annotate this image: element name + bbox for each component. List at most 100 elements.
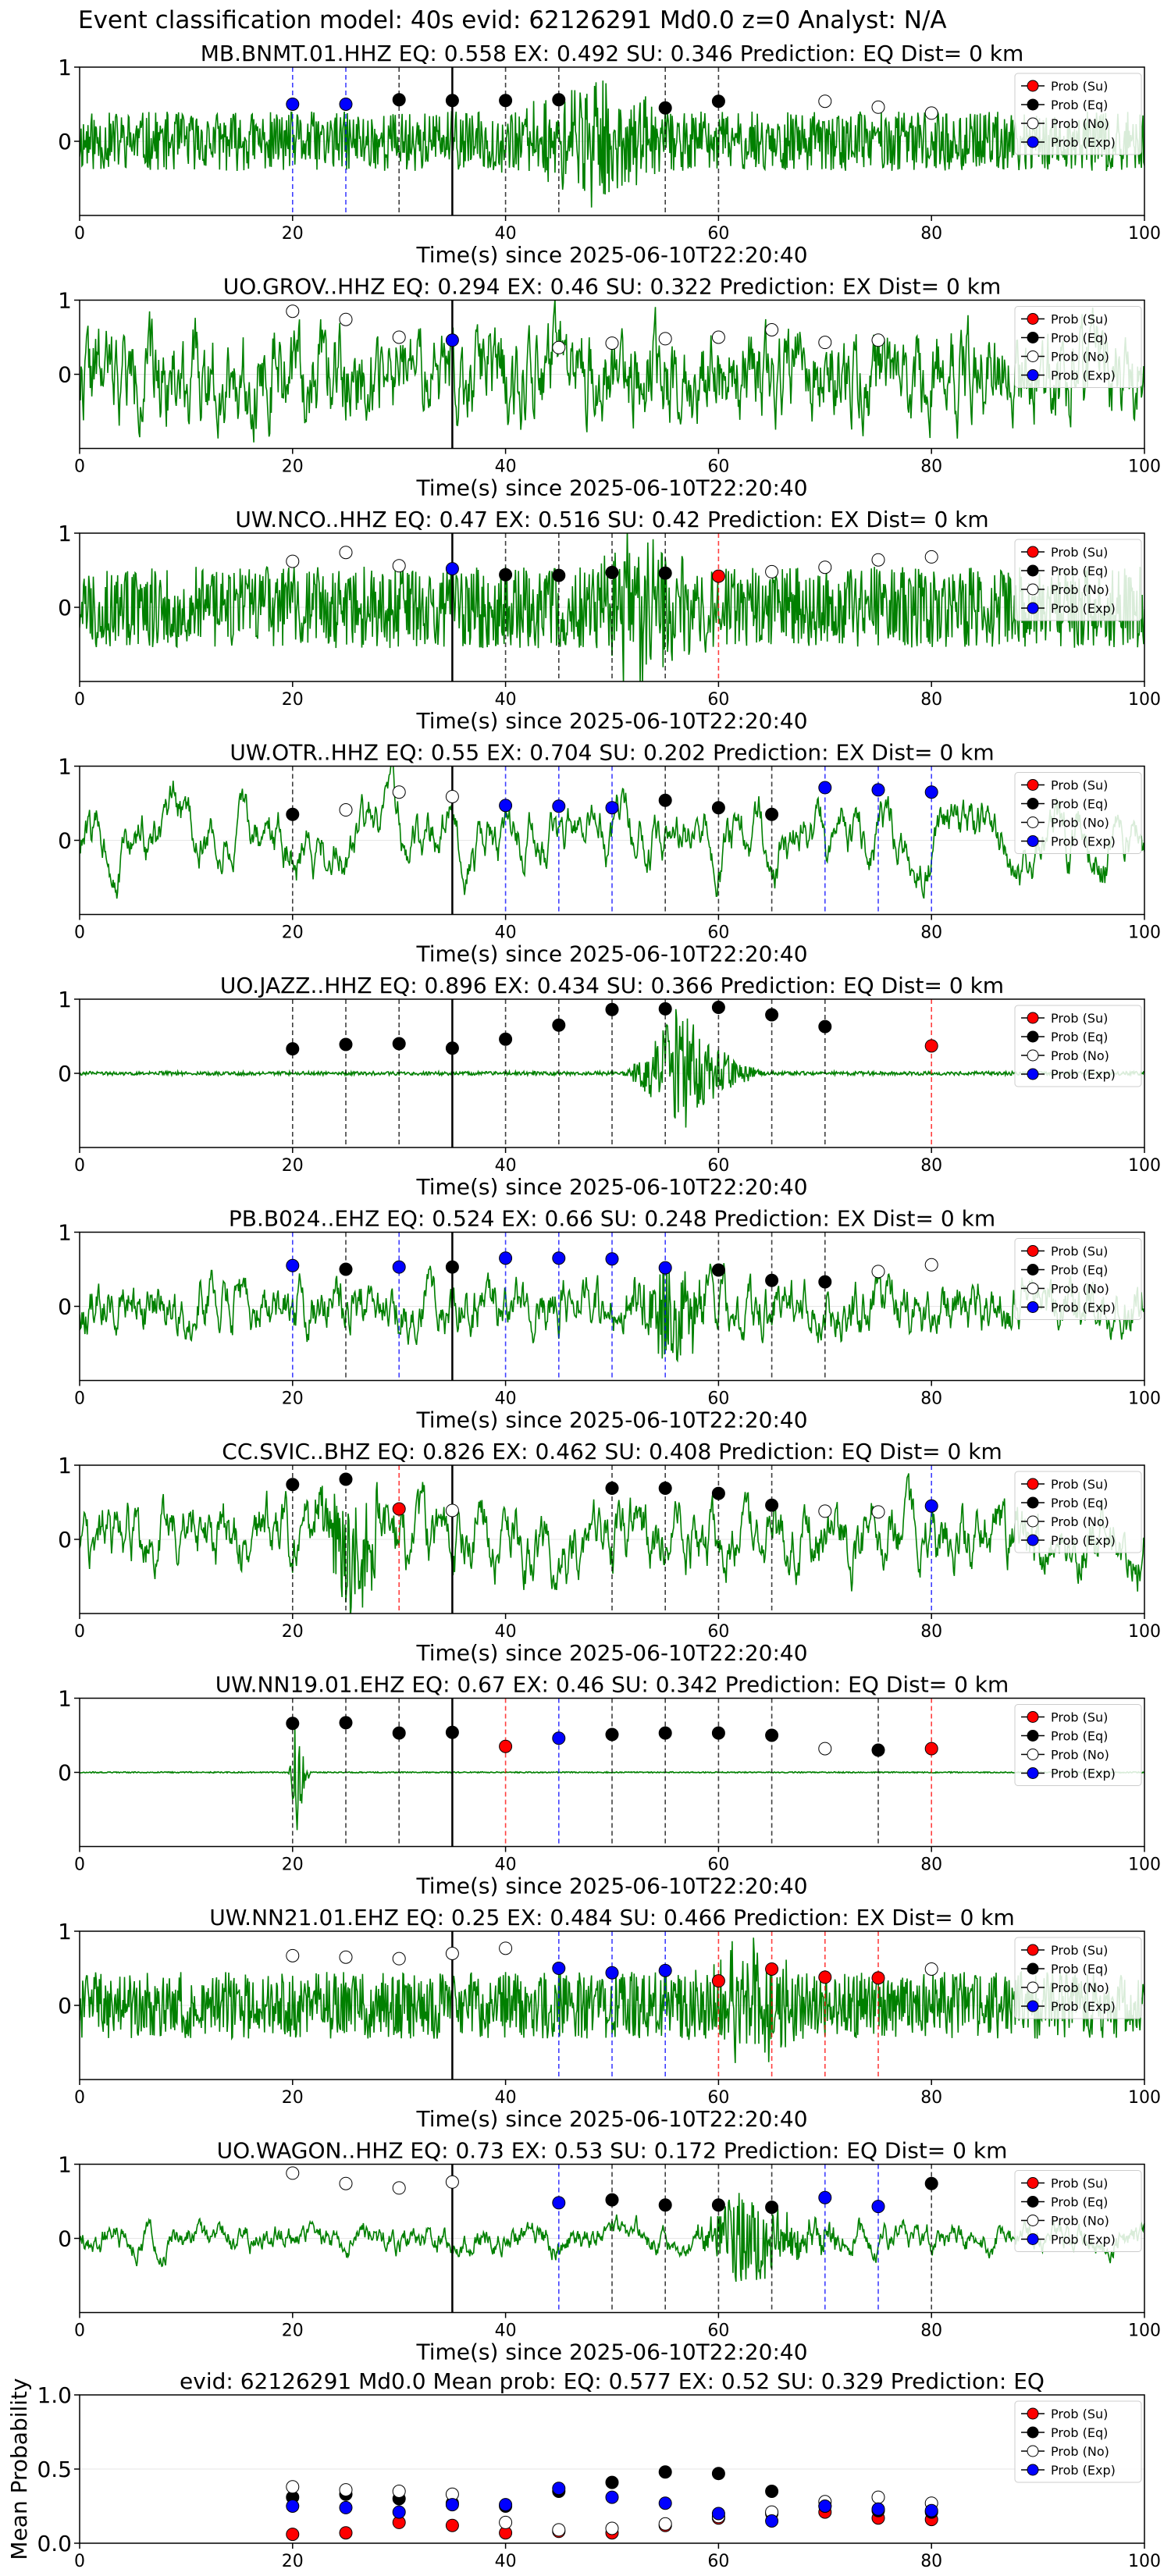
legend-label: Prob (Exp): [1051, 368, 1116, 383]
prob-point-eq: [605, 1481, 619, 1495]
x-tick-label: 80: [920, 2552, 942, 2571]
prob-point-eq: [339, 1472, 353, 1486]
legend-box: [1014, 1937, 1142, 2019]
prob-point-exp: [392, 2505, 406, 2519]
prob-point-eq: [499, 1032, 513, 1046]
y-tick-label: 1: [58, 288, 72, 314]
prob-point-no: [286, 2166, 300, 2180]
y-tick-label: 0: [58, 2226, 72, 2252]
prob-point-no: [445, 1947, 459, 1960]
legend-marker: [1027, 602, 1039, 614]
y-tick-label: 0: [58, 129, 72, 155]
y-tick-label: 1: [58, 1686, 72, 1712]
legend-label: Prob (Su): [1051, 312, 1108, 327]
panel-title: UW.NN21.01.EHZ EQ: 0.25 EX: 0.484 SU: 0.…: [209, 1905, 1015, 1930]
legend-marker: [1027, 1301, 1039, 1313]
legend-label: Prob (Su): [1051, 545, 1108, 560]
panel-1: MB.BNMT.01.HHZ EQ: 0.558 EX: 0.492 SU: 0…: [58, 41, 1161, 268]
legend-marker: [1027, 1981, 1039, 1994]
prob-point-su: [818, 1970, 832, 1984]
prob-point-exp: [658, 1261, 672, 1275]
legend-marker: [1027, 2000, 1039, 2012]
prob-point-no: [658, 2517, 672, 2531]
prob-point-no: [871, 2490, 885, 2504]
legend-label: Prob (Eq): [1051, 1496, 1108, 1510]
prob-point-no: [392, 330, 406, 344]
x-tick-label: 80: [920, 2088, 942, 2108]
legend-marker: [1027, 564, 1039, 577]
prob-point-exp: [339, 2500, 353, 2514]
x-axis-label: Time(s) since 2025-06-10T22:20:40: [415, 242, 807, 268]
x-tick-label: 0: [74, 2322, 85, 2341]
x-tick-label: 40: [495, 1156, 517, 1176]
x-tick-label: 20: [282, 224, 304, 244]
prob-point-no: [871, 100, 885, 114]
prob-point-eq: [711, 1486, 725, 1500]
x-tick-label: 60: [707, 923, 729, 943]
x-tick-label: 0: [74, 1389, 85, 1409]
x-tick-label: 0: [74, 1856, 85, 1875]
prob-point-eq: [711, 2198, 725, 2212]
prob-point-eq: [711, 1726, 725, 1740]
prob-point-eq: [818, 1019, 832, 1034]
prob-point-eq: [392, 93, 406, 107]
prob-point-no: [286, 1948, 300, 1962]
y-tick-label: 0: [58, 1527, 72, 1553]
prob-point-su: [871, 1971, 885, 1985]
plot-area: [80, 766, 1144, 915]
x-tick-label: 80: [920, 224, 942, 244]
x-tick-label: 40: [495, 2088, 517, 2108]
legend-label: Prob (No): [1051, 350, 1109, 365]
legend: Prob (Su) Prob (Eq) Prob (No) Prob (Exp): [1014, 539, 1142, 621]
panel-title: UW.NN19.01.EHZ EQ: 0.67 EX: 0.46 SU: 0.3…: [215, 1672, 1009, 1698]
panel-title: MB.BNMT.01.HHZ EQ: 0.558 EX: 0.492 SU: 0…: [201, 41, 1024, 66]
x-tick-label: 100: [1128, 2322, 1161, 2341]
legend: Prob (Su) Prob (Eq) Prob (No) Prob (Exp): [1014, 1937, 1142, 2019]
prob-point-no: [286, 2480, 300, 2494]
prob-point-no: [658, 332, 672, 346]
legend-label: Prob (Su): [1051, 79, 1108, 94]
x-tick-label: 60: [707, 2322, 729, 2341]
prob-point-no: [339, 1950, 353, 1964]
prob-point-no: [392, 1952, 406, 1966]
prob-point-no: [818, 336, 832, 350]
y-tick-label: 1: [58, 987, 72, 1012]
prob-point-eq: [445, 1260, 459, 1274]
x-tick-label: 60: [707, 1156, 729, 1176]
legend-marker: [1027, 2177, 1039, 2189]
legend-label: Prob (Exp): [1051, 1999, 1116, 2014]
x-axis-label: Time(s) since 2025-06-10T22:20:40: [415, 2339, 807, 2365]
prob-point-no: [871, 333, 885, 347]
legend-label: Prob (Exp): [1051, 1533, 1116, 1548]
x-tick-label: 80: [920, 1622, 942, 1642]
panel-title: UW.OTR..HHZ EQ: 0.55 EX: 0.704 SU: 0.202…: [230, 740, 994, 766]
prob-point-eq: [658, 2465, 672, 2479]
prob-point-eq: [658, 2198, 672, 2212]
x-tick-label: 40: [495, 2552, 517, 2571]
legend-label: Prob (Eq): [1051, 1030, 1108, 1044]
x-tick-label: 20: [282, 1622, 304, 1642]
prob-point-no: [445, 2175, 459, 2189]
prob-point-exp: [499, 1251, 513, 1265]
prob-point-eq: [818, 1275, 832, 1289]
x-tick-label: 100: [1128, 1389, 1161, 1409]
x-tick-label: 40: [495, 923, 517, 943]
waveform-trace: [80, 80, 1144, 208]
legend-marker: [1027, 798, 1039, 809]
prob-point-eq: [711, 801, 725, 815]
prob-point-no: [392, 2181, 406, 2195]
y-tick-label: 1: [58, 754, 72, 780]
prob-point-no: [286, 554, 300, 568]
legend-marker: [1027, 117, 1039, 130]
x-axis-label: Time(s) since 2025-06-10T22:20:40: [415, 1174, 807, 1200]
legend-label: Prob (Eq): [1051, 797, 1108, 812]
y-tick-label: 1.0: [37, 2382, 72, 2408]
prob-point-eq: [924, 2176, 938, 2190]
x-tick-label: 20: [282, 2088, 304, 2108]
prob-point-no: [924, 1258, 938, 1272]
legend-label: Prob (Su): [1051, 1710, 1108, 1725]
prob-point-eq: [286, 1478, 300, 1492]
legend-marker: [1027, 2215, 1039, 2226]
legend-label: Prob (Eq): [1051, 1962, 1108, 1976]
y-tick-label: 0: [58, 828, 72, 854]
